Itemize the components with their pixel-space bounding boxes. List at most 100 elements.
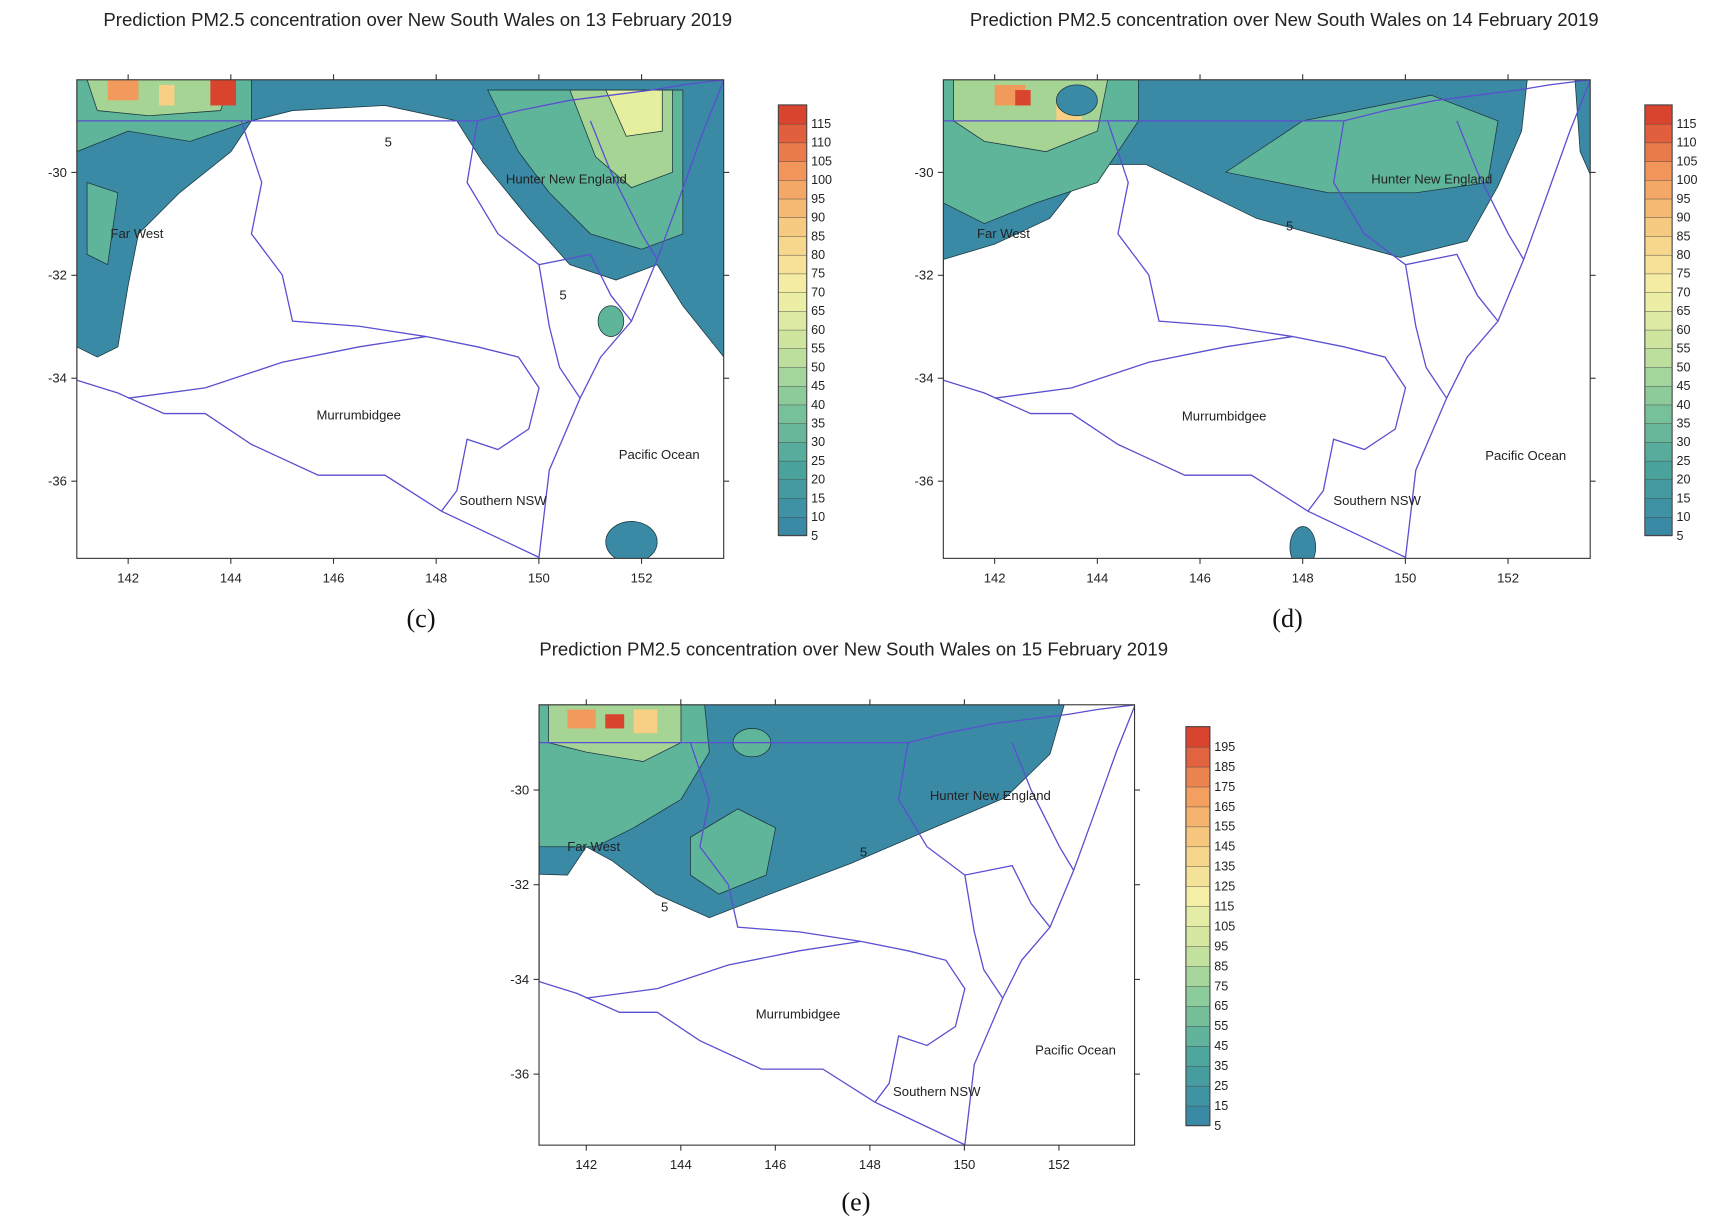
colorbar-label: 195 (1214, 740, 1235, 754)
colorbar-label: 5 (811, 529, 818, 543)
colorbar-label: 115 (1214, 899, 1234, 913)
colorbar-swatch (1644, 310, 1673, 331)
region-label: Pacific Ocean (1035, 1042, 1116, 1057)
colorbar-swatch (1185, 1045, 1211, 1067)
plot-frame (942, 79, 1591, 559)
x-tick-label: 150 (953, 1157, 975, 1172)
colorbar-swatch (1185, 965, 1211, 987)
colorbar-label: 80 (811, 248, 825, 262)
colorbar-swatch (1185, 985, 1211, 1007)
colorbar-swatch (1644, 254, 1673, 275)
colorbar-label: 100 (1677, 173, 1698, 187)
colorbar-label: 50 (811, 360, 825, 374)
colorbar-label: 50 (1677, 360, 1691, 374)
colorbar-label: 45 (1214, 1039, 1228, 1053)
x-tick-label: 146 (323, 570, 345, 585)
colorbar-label: 40 (811, 398, 825, 412)
colorbar-swatch (1644, 123, 1673, 144)
x-tick-label: 142 (984, 570, 1006, 585)
colorbar-label: 35 (1214, 1059, 1228, 1073)
colorbar-swatch (1185, 726, 1211, 748)
map-panel: Prediction PM2.5 concentration over New … (942, 9, 1599, 633)
colorbar-swatch (1644, 235, 1673, 256)
x-tick-label: 148 (425, 570, 447, 585)
region-label: Southern NSW (459, 493, 547, 508)
x-tick-label: 152 (1497, 570, 1519, 585)
x-tick-label: 144 (670, 1157, 692, 1172)
colorbar-label: 60 (1677, 323, 1691, 337)
colorbar-label: 25 (1677, 454, 1691, 468)
x-tick-label: 150 (528, 570, 550, 585)
x-tick-label: 148 (1292, 570, 1314, 585)
colorbar-swatch (778, 366, 807, 387)
colorbar-label: 155 (1214, 820, 1235, 834)
colorbar-label: 95 (1214, 939, 1228, 953)
colorbar-swatch (1185, 885, 1211, 907)
y-tick-label: -32 (48, 268, 67, 283)
colorbar-swatch (1644, 104, 1673, 125)
colorbar-label: 75 (1677, 267, 1691, 281)
colorbar-swatch (1644, 479, 1673, 499)
colorbar-swatch (778, 123, 807, 144)
colorbar-swatch (1185, 766, 1211, 788)
colorbar-swatch (1644, 460, 1673, 481)
colorbar-swatch (778, 198, 807, 218)
colorbar-swatch (1185, 905, 1211, 927)
colorbar-swatch (1644, 179, 1673, 200)
colorbar-label: 55 (1214, 1019, 1228, 1033)
colorbar-frame (1644, 104, 1673, 536)
colorbar-label: 25 (1214, 1079, 1228, 1093)
colorbar-label: 40 (1677, 398, 1691, 412)
region-label: Southern NSW (893, 1084, 981, 1099)
contours (943, 79, 1591, 559)
colorbar-swatch (1185, 746, 1211, 768)
region-label: Hunter New England (1371, 172, 1492, 187)
colorbar-swatch (1185, 1105, 1211, 1127)
colorbar-swatch (1644, 160, 1673, 181)
colorbar-swatch (1185, 786, 1211, 808)
colorbar-swatch (1644, 142, 1673, 162)
colorbar-swatch (778, 216, 807, 237)
map-title: Prediction PM2.5 concentration over New … (539, 639, 1168, 660)
colorbar-label: 20 (811, 473, 825, 487)
region-label: Pacific Ocean (1485, 448, 1566, 463)
colorbar-label: 125 (1214, 880, 1235, 894)
x-tick-label: 144 (1086, 570, 1108, 585)
colorbar-label: 15 (811, 491, 825, 505)
contour-label: 5 (661, 899, 668, 914)
x-tick-label: 142 (117, 570, 139, 585)
map-panel: Prediction PM2.5 concentration over New … (538, 639, 1168, 1217)
colorbar-swatch (1185, 806, 1211, 828)
colorbar-swatch (778, 104, 807, 125)
colorbar-swatch (1185, 826, 1211, 848)
region-label: Hunter New England (506, 172, 627, 187)
colorbar-swatch (778, 348, 807, 368)
colorbar-swatch (778, 160, 807, 181)
colorbar-label: 105 (1214, 919, 1235, 933)
panel-label: (c) (406, 604, 435, 633)
colorbar-swatch (778, 179, 807, 200)
colorbar-label: 5 (1677, 529, 1684, 543)
colorbar-label: 45 (1677, 379, 1691, 393)
region-label: Southern NSW (1333, 493, 1421, 508)
colorbar-label: 175 (1214, 780, 1235, 794)
x-tick-label: 146 (764, 1157, 786, 1172)
colorbar-swatch (1644, 348, 1673, 368)
colorbar-label: 110 (1677, 136, 1697, 150)
x-tick-label: 152 (631, 570, 653, 585)
y-tick-label: -36 (510, 1066, 529, 1081)
panel-label: (d) (1272, 604, 1303, 633)
region-label: Murrumbidgee (316, 408, 401, 423)
colorbar-label: 95 (1677, 192, 1691, 206)
colorbar-swatch (778, 329, 807, 350)
colorbar-frame (777, 104, 808, 536)
colorbar-label: 60 (811, 323, 825, 337)
colorbar-label: 85 (1214, 959, 1228, 973)
map-title: Prediction PM2.5 concentration over New … (970, 9, 1599, 30)
contour-label: 5 (559, 287, 566, 302)
colorbar-label: 20 (1677, 473, 1691, 487)
colorbar-label: 70 (1677, 285, 1691, 299)
x-tick-label: 142 (575, 1157, 597, 1172)
colorbar-frame (1185, 726, 1211, 1127)
region-label: Far West (567, 839, 620, 854)
